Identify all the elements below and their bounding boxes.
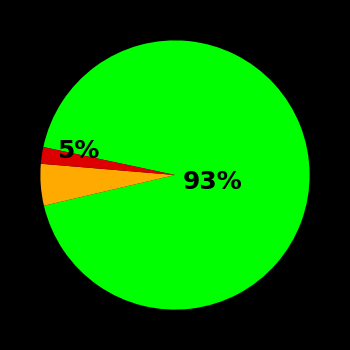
Text: 93%: 93% [183, 170, 243, 194]
Wedge shape [40, 164, 175, 206]
Wedge shape [41, 147, 175, 175]
Wedge shape [43, 40, 310, 310]
Text: 5%: 5% [57, 139, 99, 163]
